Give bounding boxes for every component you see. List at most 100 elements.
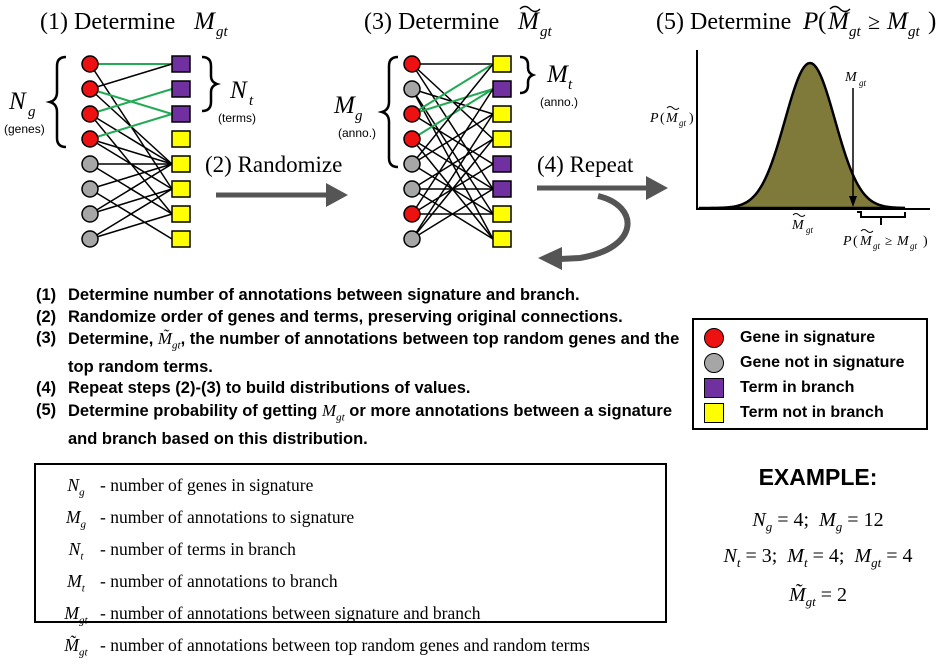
edge xyxy=(89,213,173,240)
gene-node xyxy=(81,230,99,248)
panel-title-3-sub: gt xyxy=(540,24,553,40)
def-text: - number of terms in branch xyxy=(100,539,296,559)
edge xyxy=(411,63,494,190)
purple-square-icon xyxy=(704,377,724,398)
definition-row: Mg - number of annotations to signature xyxy=(52,505,665,537)
y-label-paren-open: ( xyxy=(660,111,665,126)
step-4: (4) Repeat steps (2)-(3) to build distri… xyxy=(36,378,686,400)
panel-title-5-sub2: gt xyxy=(908,24,921,40)
step-symbol-sub: gt xyxy=(172,339,181,352)
def-sub: g xyxy=(80,518,87,531)
example-line-1: Ng = 4; Mg = 12 xyxy=(752,509,884,534)
panel-title-5-M2: M xyxy=(886,8,909,35)
gene-node xyxy=(81,180,99,198)
y-label-paren-close: ) xyxy=(689,111,694,126)
tilde-mark xyxy=(792,213,806,217)
repeat-loop-arrow xyxy=(559,193,631,262)
ex-sym: M xyxy=(854,545,872,567)
gene-node xyxy=(81,55,99,73)
gene-node xyxy=(81,130,99,148)
term-node xyxy=(171,230,191,248)
def-symbol: Ng xyxy=(52,473,100,505)
panel-title-5: (5) Determine P ( M gt ≥ M gt ) xyxy=(656,5,936,40)
distribution-curve xyxy=(698,61,906,210)
ex-sub: t xyxy=(803,555,808,570)
tail-label-M1: M xyxy=(859,234,873,249)
red-circle-icon xyxy=(704,327,724,348)
legend-item-gene-out: Gene not in signature xyxy=(704,350,916,375)
edge xyxy=(89,163,173,215)
term-node xyxy=(171,155,191,173)
definitions-box: Ng - number of genes in signature Mg - n… xyxy=(34,463,667,659)
term-node xyxy=(492,155,512,173)
edge xyxy=(89,163,173,190)
ex-sym: M xyxy=(819,509,836,531)
def-symbol: M̃gt xyxy=(52,633,100,665)
def-symbol: Nt xyxy=(52,537,100,569)
edge xyxy=(411,113,494,165)
network-2-nodes xyxy=(403,55,512,248)
def-sub: gt xyxy=(79,646,88,659)
term-node xyxy=(492,55,512,73)
signature-brace xyxy=(377,55,399,169)
step-text: Randomize order of genes and terms, pres… xyxy=(68,307,623,326)
tail-geq: ≥ xyxy=(885,233,892,248)
step-number: (4) xyxy=(36,379,57,398)
def-text: - number of annotations between signatur… xyxy=(100,603,481,623)
paren-close: ) xyxy=(928,8,936,35)
ex-val: 3 xyxy=(761,545,772,567)
step-number: (2) xyxy=(36,307,57,326)
gray-circle-icon xyxy=(704,352,724,373)
repeat-label: (4) Repeat xyxy=(537,152,634,177)
step-number: (5) xyxy=(36,400,57,419)
signature-edge xyxy=(89,113,173,140)
gene-node xyxy=(403,205,421,223)
def-sub: t xyxy=(80,550,84,563)
steps-list: (1) Determine number of annotations betw… xyxy=(36,285,686,450)
tail-bracket xyxy=(857,211,906,225)
gene-node xyxy=(81,155,99,173)
ex-val: 4 xyxy=(902,545,913,567)
ex-sym: N xyxy=(752,509,766,531)
branch-brace xyxy=(519,55,537,95)
def-symbol: Mg xyxy=(52,505,100,537)
term-node xyxy=(492,230,512,248)
ex-sub: gt xyxy=(871,555,882,570)
tilde-mark xyxy=(829,5,851,13)
edge xyxy=(411,138,494,190)
ex-sub: t xyxy=(736,555,741,570)
panel-title-3-text: (3) Determine xyxy=(364,9,499,35)
tilde-mark xyxy=(519,5,541,13)
tail-label-P: P xyxy=(842,234,852,249)
network-diagram: (1) Determine M gt (3) Determine M gt (5… xyxy=(4,5,936,270)
legend-item-term-out: Term not in branch xyxy=(704,400,916,425)
distribution-plot: M gt P ( M gt ) M gt P ( M gt ≥ M gt ) xyxy=(649,50,930,251)
legend-label: Term in branch xyxy=(740,378,855,396)
term-node xyxy=(492,130,512,148)
step-number: (1) xyxy=(36,286,57,304)
term-node xyxy=(171,105,191,123)
Mg-label-sub: g xyxy=(355,108,363,124)
definition-row: M̃gt - number of annotations between top… xyxy=(52,633,665,665)
tail-label-paren-close: ) xyxy=(923,234,928,249)
tail-label-sub2: gt xyxy=(910,241,918,251)
def-sym: N xyxy=(67,475,80,495)
edge xyxy=(89,113,173,165)
def-symbol: Mt xyxy=(52,569,100,601)
anno-right-annotation: (anno.) xyxy=(540,95,578,109)
network-1-edges xyxy=(89,63,173,240)
step-symbol-sub: gt xyxy=(336,411,345,424)
signature-edge xyxy=(411,88,494,115)
gene-node xyxy=(81,105,99,123)
term-node xyxy=(171,180,191,198)
gene-node xyxy=(81,80,99,98)
edge xyxy=(89,188,173,240)
gene-node xyxy=(403,155,421,173)
term-node xyxy=(492,105,512,123)
ex-sym: M̃ xyxy=(788,584,806,606)
legend-label: Gene in signature xyxy=(740,328,876,346)
edge xyxy=(89,138,173,165)
term-node xyxy=(171,80,191,98)
tilde-mark xyxy=(860,229,874,233)
def-sym: N xyxy=(68,539,81,559)
